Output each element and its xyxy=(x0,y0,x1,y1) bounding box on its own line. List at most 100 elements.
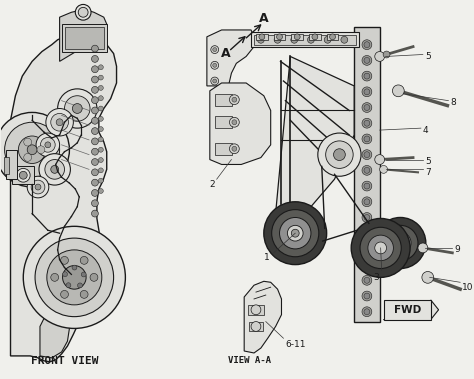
Circle shape xyxy=(251,305,261,315)
Circle shape xyxy=(362,197,372,207)
Circle shape xyxy=(368,235,393,261)
Circle shape xyxy=(37,146,45,153)
Circle shape xyxy=(362,118,372,128)
Circle shape xyxy=(99,65,103,70)
Circle shape xyxy=(40,138,55,152)
Text: FWD: FWD xyxy=(393,305,421,315)
Circle shape xyxy=(61,257,68,264)
Circle shape xyxy=(390,232,411,254)
Bar xyxy=(215,143,232,155)
Polygon shape xyxy=(60,9,107,61)
Circle shape xyxy=(99,85,103,90)
Circle shape xyxy=(73,103,82,113)
Circle shape xyxy=(364,199,370,205)
Circle shape xyxy=(17,168,30,182)
Bar xyxy=(215,116,232,128)
Text: 5: 5 xyxy=(425,157,430,166)
Circle shape xyxy=(81,272,86,277)
Circle shape xyxy=(63,266,86,289)
Text: 9: 9 xyxy=(454,245,460,254)
Polygon shape xyxy=(40,310,69,358)
Circle shape xyxy=(418,243,428,253)
Circle shape xyxy=(99,106,103,111)
Circle shape xyxy=(277,34,283,40)
Circle shape xyxy=(5,122,60,177)
Bar xyxy=(292,34,303,40)
Circle shape xyxy=(24,138,32,146)
Circle shape xyxy=(91,107,99,114)
Circle shape xyxy=(56,119,63,126)
Circle shape xyxy=(91,148,99,155)
Circle shape xyxy=(362,244,372,254)
Circle shape xyxy=(360,227,401,269)
Circle shape xyxy=(329,34,336,40)
Circle shape xyxy=(362,71,372,81)
Circle shape xyxy=(91,86,99,93)
Circle shape xyxy=(364,183,370,189)
Circle shape xyxy=(91,158,99,166)
Circle shape xyxy=(91,97,99,103)
Circle shape xyxy=(64,96,90,121)
Circle shape xyxy=(229,95,239,105)
Circle shape xyxy=(91,128,99,135)
Circle shape xyxy=(362,260,372,269)
Circle shape xyxy=(383,51,390,58)
Circle shape xyxy=(362,166,372,175)
Text: 10: 10 xyxy=(462,283,474,292)
Circle shape xyxy=(78,7,88,17)
Circle shape xyxy=(51,273,59,281)
Circle shape xyxy=(99,168,103,173)
Circle shape xyxy=(380,166,388,173)
Circle shape xyxy=(364,42,370,48)
Circle shape xyxy=(264,202,327,265)
Circle shape xyxy=(291,36,298,43)
Bar xyxy=(4,157,9,174)
Text: 6-11: 6-11 xyxy=(285,340,306,349)
Text: 5: 5 xyxy=(425,52,430,61)
Bar xyxy=(309,34,321,40)
Bar xyxy=(327,34,338,40)
Circle shape xyxy=(91,45,99,52)
Circle shape xyxy=(99,188,103,193)
Circle shape xyxy=(211,61,219,69)
Circle shape xyxy=(99,178,103,183)
Bar xyxy=(248,305,264,315)
Circle shape xyxy=(91,138,99,145)
Bar xyxy=(273,34,285,40)
Text: VIEW A-A: VIEW A-A xyxy=(228,356,272,365)
Circle shape xyxy=(364,89,370,95)
Circle shape xyxy=(251,321,261,331)
Circle shape xyxy=(364,105,370,110)
Polygon shape xyxy=(383,300,438,319)
Circle shape xyxy=(272,210,319,257)
Circle shape xyxy=(362,307,372,316)
Circle shape xyxy=(364,73,370,79)
Circle shape xyxy=(99,75,103,80)
Text: A: A xyxy=(220,47,230,60)
Polygon shape xyxy=(275,56,354,213)
Circle shape xyxy=(375,242,386,254)
Circle shape xyxy=(364,277,370,283)
Circle shape xyxy=(364,230,370,236)
Circle shape xyxy=(362,134,372,144)
Circle shape xyxy=(362,55,372,65)
Circle shape xyxy=(0,113,69,187)
Circle shape xyxy=(364,168,370,173)
Circle shape xyxy=(364,309,370,315)
Circle shape xyxy=(99,158,103,163)
Circle shape xyxy=(375,218,426,269)
Circle shape xyxy=(213,48,217,52)
Circle shape xyxy=(280,218,311,249)
Circle shape xyxy=(91,66,99,73)
Circle shape xyxy=(80,257,88,264)
Circle shape xyxy=(422,271,434,283)
Circle shape xyxy=(80,290,88,298)
Circle shape xyxy=(229,117,239,127)
Circle shape xyxy=(395,238,405,248)
Circle shape xyxy=(362,228,372,238)
Circle shape xyxy=(362,150,372,160)
Circle shape xyxy=(213,63,217,67)
Circle shape xyxy=(18,136,46,163)
Circle shape xyxy=(362,87,372,97)
Circle shape xyxy=(66,283,71,288)
